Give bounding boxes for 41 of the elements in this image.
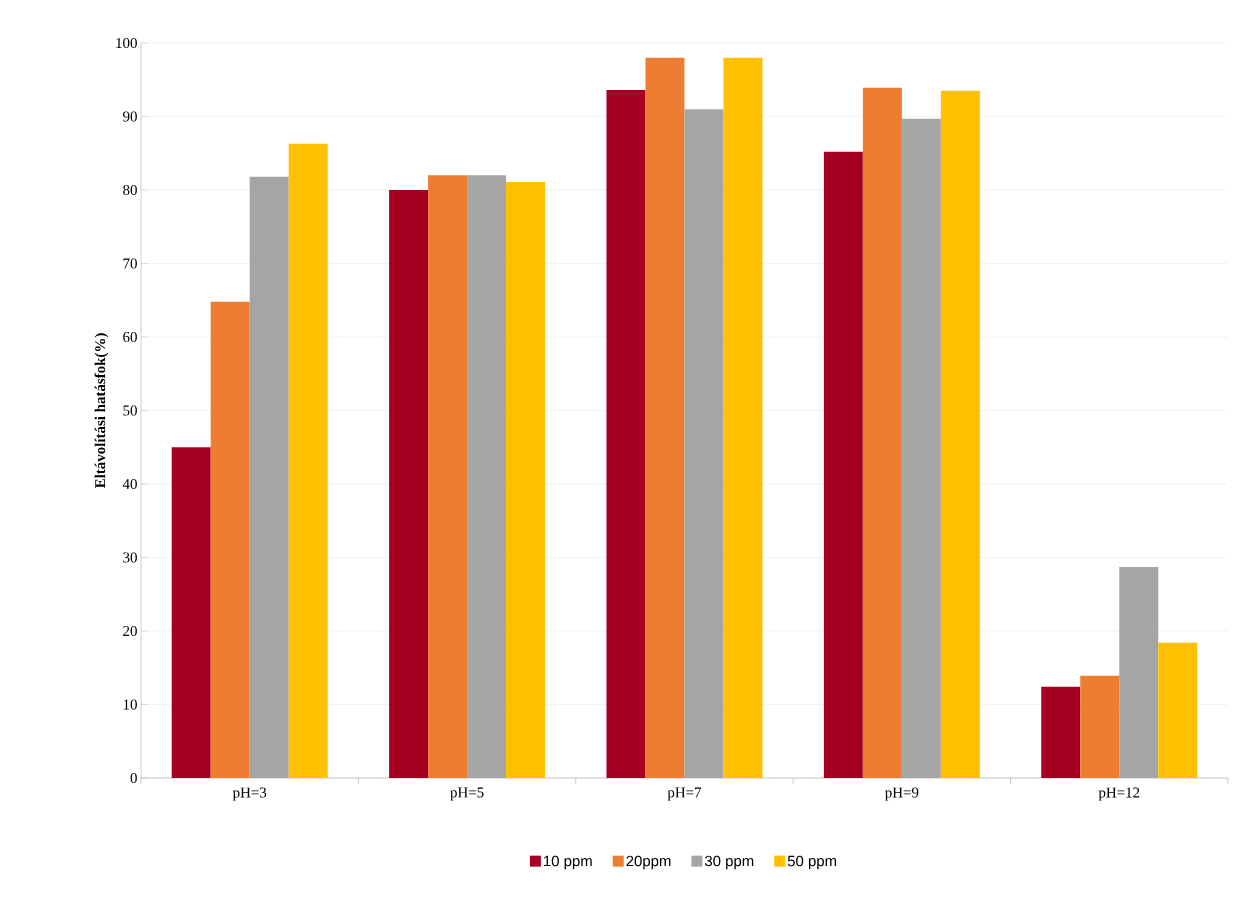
bar <box>389 189 429 778</box>
bar <box>506 181 546 778</box>
y-tick-label: 60 <box>123 331 137 343</box>
y-axis-title: Eltávolítási hatásfok(%) <box>94 333 109 489</box>
bar <box>823 151 863 778</box>
legend-label: 20ppm <box>626 855 671 870</box>
y-tick-label: 20 <box>123 625 137 637</box>
bar <box>1158 642 1198 778</box>
bar <box>606 90 646 778</box>
bar <box>862 87 902 778</box>
y-tick-label: 100 <box>116 37 137 49</box>
bar <box>684 109 724 778</box>
y-tick-label: 80 <box>123 184 137 196</box>
y-tick-label: 90 <box>123 111 137 122</box>
x-tick-label: pH=9 <box>885 787 919 801</box>
y-tick-label: 0 <box>130 772 137 784</box>
bar <box>723 57 763 778</box>
bar <box>288 143 328 778</box>
y-tick-label: 50 <box>123 405 137 416</box>
y-tick-label: 70 <box>123 258 137 269</box>
y-tick-label: 30 <box>123 552 137 563</box>
bar <box>1041 686 1081 778</box>
y-tick-label: 40 <box>122 478 137 490</box>
bar <box>171 447 211 778</box>
bar <box>428 175 468 778</box>
bar <box>1080 675 1120 778</box>
legend-label: 30 ppm <box>704 855 754 870</box>
y-tick-label: 10 <box>123 699 137 710</box>
x-tick-label: pH=12 <box>1098 787 1140 801</box>
bar <box>1119 567 1159 778</box>
bar <box>249 176 289 778</box>
x-tick-label: pH=5 <box>450 787 484 801</box>
legend-label: 10 ppm <box>544 855 592 870</box>
bar <box>645 57 685 778</box>
bar <box>467 175 507 778</box>
bar <box>210 301 250 778</box>
x-tick-label: pH=3 <box>232 787 267 801</box>
bar <box>901 118 941 778</box>
x-tick-label: pH=7 <box>667 787 702 801</box>
bar <box>940 90 980 778</box>
legend-label: 50 ppm <box>787 855 837 870</box>
